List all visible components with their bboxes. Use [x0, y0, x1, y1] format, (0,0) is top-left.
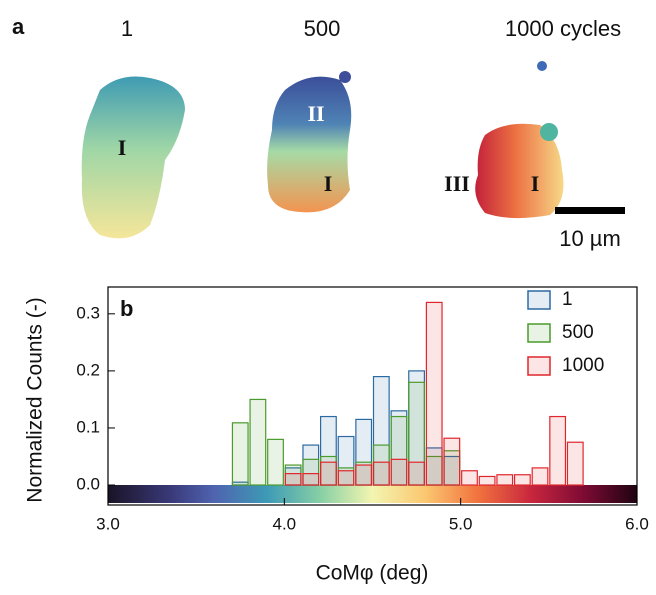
histogram-bar [337, 470, 355, 486]
particle-image [267, 76, 352, 213]
x-tick-label: 3.0 [96, 514, 120, 533]
y-tick-label: 0.3 [76, 303, 100, 322]
histogram-bar [478, 475, 496, 486]
legend-label: 1 [562, 289, 573, 310]
histogram-bar [513, 474, 531, 486]
histogram-bar [461, 470, 478, 486]
histogram-bar [320, 461, 337, 486]
histogram-bar [372, 461, 390, 486]
y-axis-title: Normalized Counts (-) [24, 297, 47, 502]
panel-label: b [120, 296, 133, 321]
image-title: 500 [304, 16, 341, 41]
scale-bar-label: 10 µm [559, 226, 621, 251]
legend-swatch [527, 323, 551, 343]
histogram-bar [566, 441, 584, 486]
region-label: I [531, 171, 540, 196]
legend-label: 1000 [562, 355, 604, 376]
region-label: I [118, 135, 127, 160]
image-title: 1000 cycles [505, 16, 621, 41]
histogram-bar [496, 474, 514, 486]
histogram-bar [425, 301, 443, 486]
y-tick-label: 0.0 [76, 475, 100, 494]
histogram-bar [231, 422, 249, 486]
histogram-bar [284, 473, 302, 486]
histogram-bar [302, 473, 320, 486]
particle-image [540, 123, 558, 141]
histogram-bar [355, 464, 373, 486]
particle-image [537, 61, 547, 71]
particle-image [475, 123, 564, 219]
x-axis-title: CoMφ (deg) [316, 562, 429, 585]
histogram-bar [443, 437, 461, 486]
x-tick-label: 4.0 [273, 514, 297, 533]
legend-label: 500 [562, 322, 594, 343]
legend-swatch [527, 290, 551, 310]
y-tick-label: 0.2 [76, 360, 100, 379]
image-title: 1 [121, 16, 133, 41]
histogram-bar [390, 458, 408, 486]
region-label: II [307, 101, 324, 126]
plot-frame [107, 286, 638, 506]
region-label: I [324, 171, 333, 196]
colorbar [108, 485, 637, 503]
y-tick-label: 0.1 [76, 417, 100, 436]
histogram-bar [249, 398, 267, 486]
histogram-bar [549, 415, 567, 486]
panel-b: b CoMφ (deg) Normalized Counts (-) 0.0 0.… [24, 286, 649, 585]
particle-image [339, 71, 351, 83]
scale-bar [555, 207, 625, 214]
panel-a: a 1 500 1000 cycles I II I III I 10 µm [12, 14, 625, 251]
x-tick-label: 6.0 [625, 514, 649, 533]
histogram-bar [531, 467, 549, 486]
legend-swatch [527, 356, 551, 376]
panel-label: a [12, 14, 25, 39]
region-label: III [444, 171, 470, 196]
histogram-bar [267, 438, 284, 486]
histogram-bar [408, 461, 425, 486]
particle-image [81, 76, 185, 239]
x-tick-label: 5.0 [449, 514, 473, 533]
